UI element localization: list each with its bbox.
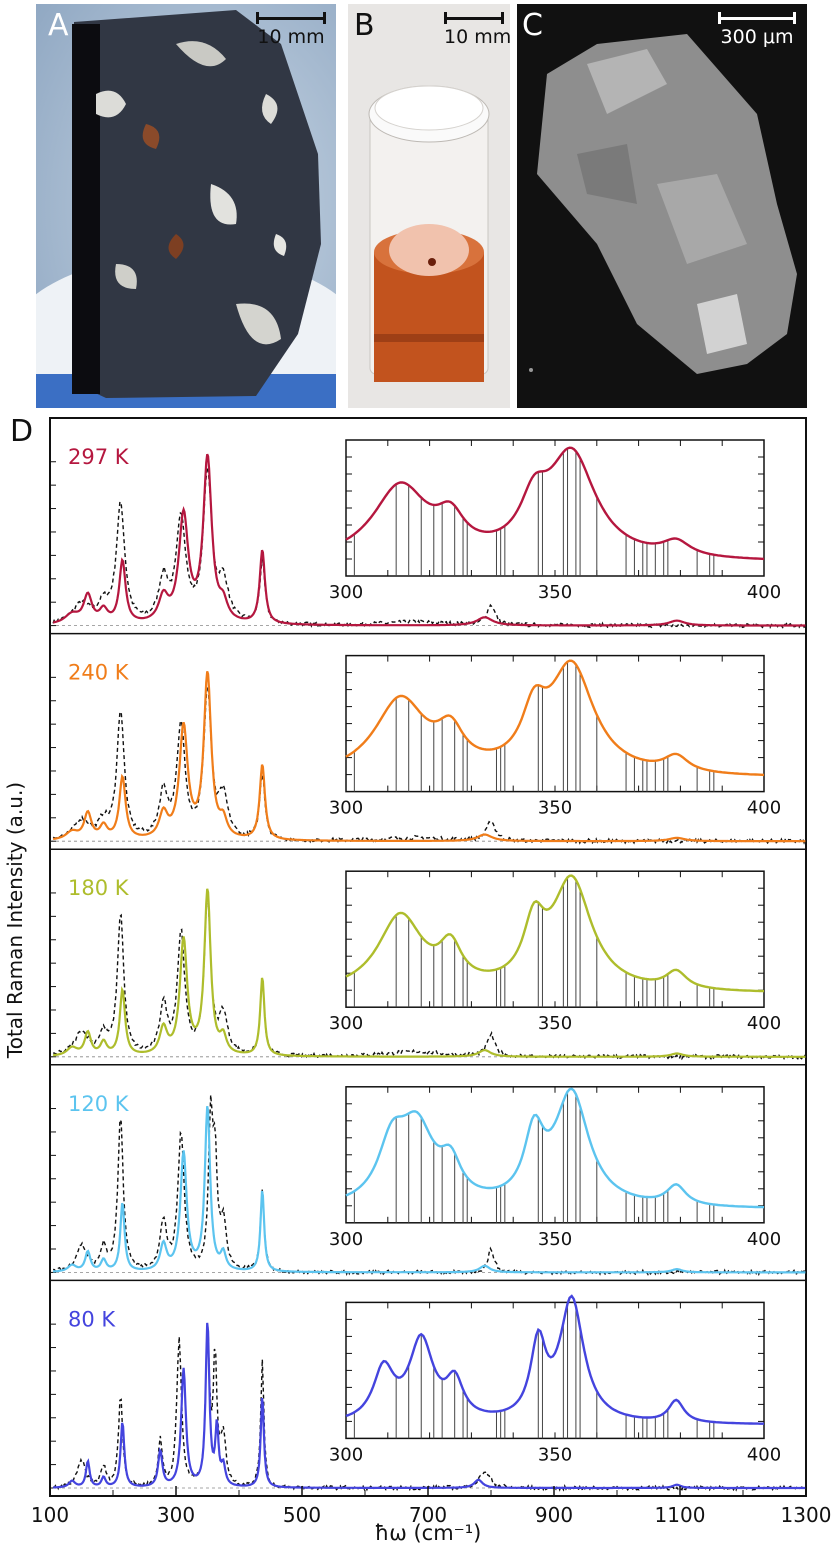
inset-x-tick-label: 400 (747, 582, 781, 603)
inset-x-tick-label: 300 (329, 798, 363, 819)
inset-x-tick-label: 400 (747, 1013, 781, 1034)
scale-bar-a: 10 mm (256, 12, 326, 48)
x-tick-label: 1100 (655, 1503, 706, 1527)
inset-x-tick-label: 300 (329, 1013, 363, 1034)
inset-x-tick-label: 350 (538, 1013, 572, 1034)
scale-bar-c: 300 μm (718, 12, 796, 48)
temperature-label: 120 K (68, 1092, 130, 1116)
inset-spectrum (345, 446, 765, 561)
inset-frame (345, 870, 765, 1008)
x-tick-label: 100 (31, 1503, 69, 1527)
x-tick-label: 900 (535, 1503, 573, 1527)
x-tick-label: 1300 (781, 1503, 832, 1527)
x-axis-label: ħω (cm⁻¹) (375, 1521, 482, 1545)
inset-x-tick-label: 400 (747, 798, 781, 819)
inset-x-tick-label: 300 (329, 1229, 363, 1250)
temperature-spectrum (52, 888, 806, 1058)
reference-spectrum-dashed (52, 685, 807, 845)
inset-x-tick-label: 400 (747, 1229, 781, 1250)
inset-spectrum (345, 1294, 764, 1425)
inset-spectrum (345, 1087, 765, 1209)
panel-label-a: A (48, 8, 69, 43)
photo-panel-c (517, 4, 807, 408)
temperature-label: 180 K (68, 876, 130, 900)
temperature-label: 240 K (68, 661, 130, 685)
photo-panel-a (36, 4, 336, 408)
inset-x-tick-label: 350 (538, 582, 572, 603)
inset-x-tick-label: 400 (747, 1444, 781, 1465)
temperature-label: 80 K (68, 1307, 116, 1331)
panel-label-c: C (522, 8, 543, 43)
inset-x-tick-label: 350 (538, 1229, 572, 1250)
panel-label-b: B (354, 8, 375, 43)
scale-label-c: 300 μm (720, 26, 794, 48)
sem-grain-image (517, 4, 807, 408)
x-tick-label: 700 (409, 1503, 447, 1527)
reference-spectrum-dashed (52, 466, 806, 630)
scale-bar-b: 10 mm (444, 12, 511, 48)
inset-x-tick-label: 300 (329, 582, 363, 603)
inset-x-tick-label: 350 (538, 798, 572, 819)
x-tick-label: 300 (157, 1503, 195, 1527)
inset-x-tick-label: 300 (329, 1444, 363, 1465)
temperature-spectrum (52, 453, 806, 627)
x-tick-label: 500 (283, 1503, 321, 1527)
inset-x-tick-label: 350 (538, 1444, 572, 1465)
temperature-spectrum (52, 1105, 806, 1274)
meteorite-slice-image (36, 4, 336, 408)
scale-label-b: 10 mm (444, 26, 512, 48)
scale-label-a: 10 mm (257, 26, 325, 48)
temperature-spectrum (53, 1322, 806, 1490)
sample-vial-image (348, 4, 510, 408)
y-axis-label: Total Raman Intensity (a.u.) (3, 781, 27, 1059)
inset-spectrum (345, 874, 764, 993)
inset-spectrum (345, 659, 765, 777)
photo-panel-b (348, 4, 510, 408)
reference-spectrum-dashed (53, 894, 806, 1061)
temperature-label: 297 K (68, 445, 130, 469)
panel-label-d: D (10, 414, 34, 449)
temperature-spectrum (52, 671, 806, 843)
